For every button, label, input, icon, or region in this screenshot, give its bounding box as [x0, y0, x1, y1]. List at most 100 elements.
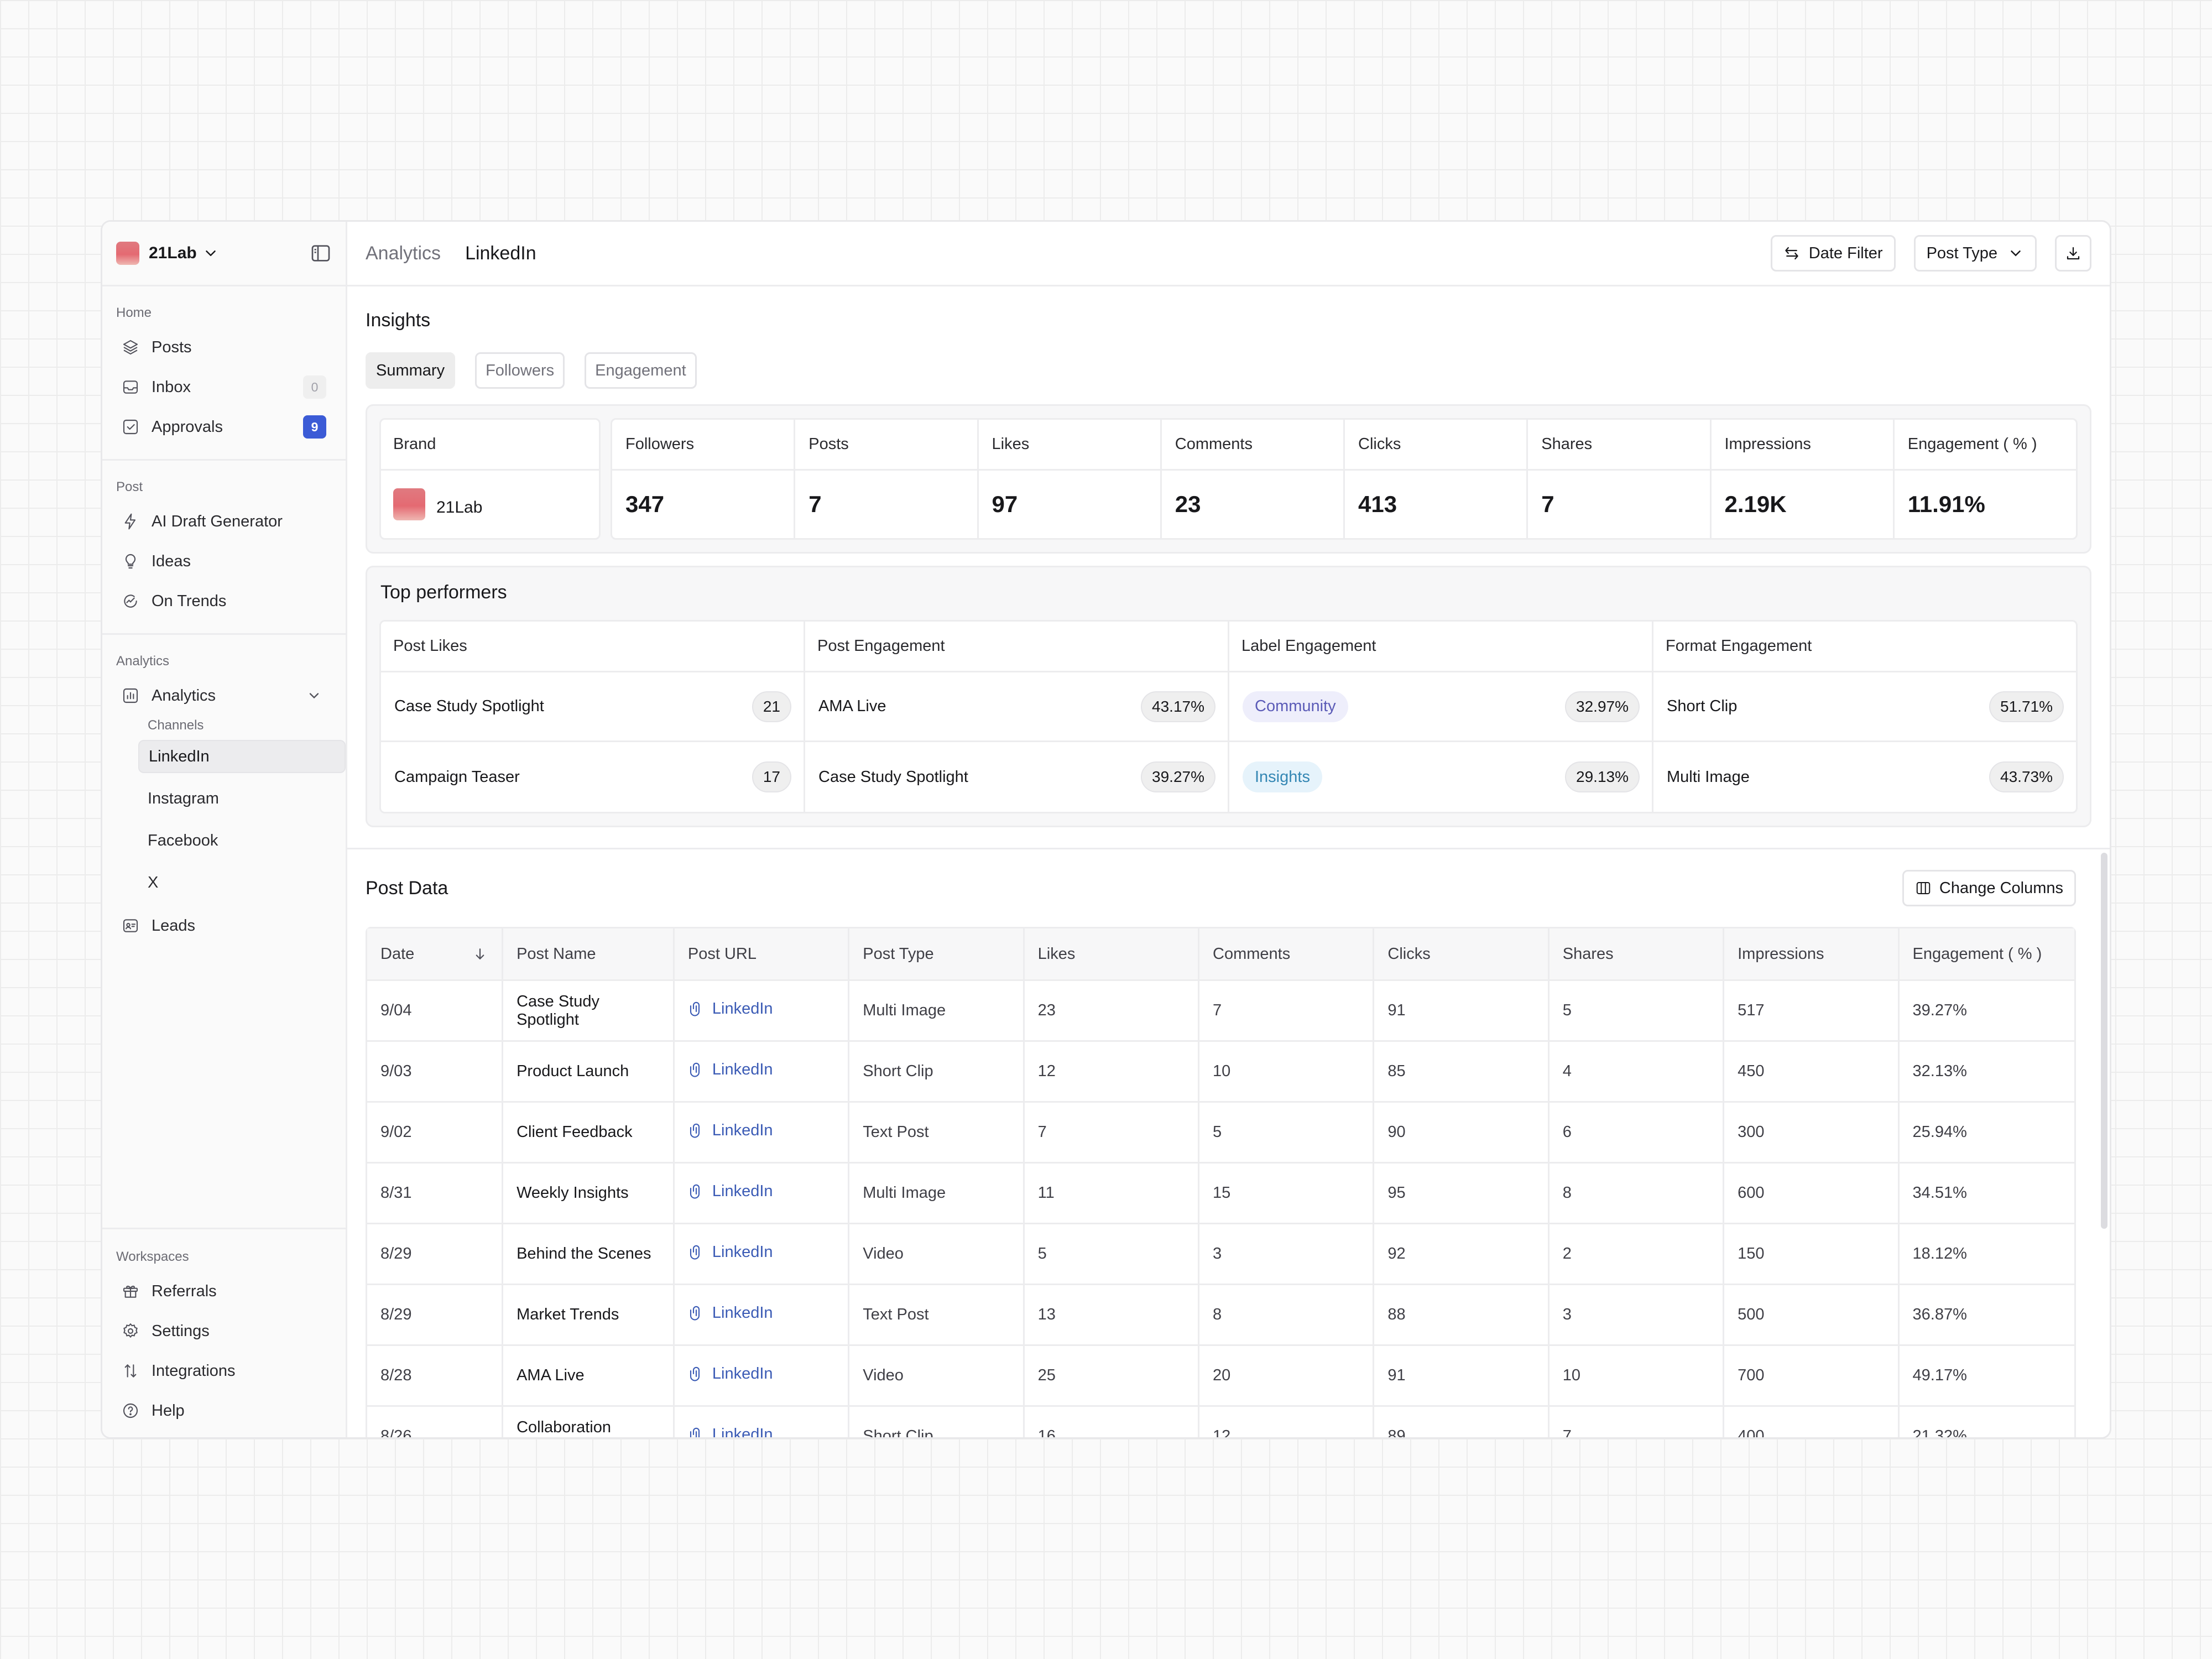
table-cell: 400 [1724, 1407, 1900, 1437]
sidebar-item-ai-draft-generator[interactable]: AI Draft Generator [116, 504, 332, 539]
post-url-link[interactable]: LinkedIn [688, 1243, 773, 1261]
table-row[interactable]: 8/31 Weekly Insights LinkedIn Multi Image 11… [367, 1164, 2074, 1224]
column-header[interactable]: Impressions [1724, 928, 1900, 981]
post-data-section: Post Data Change Columns Date Post Name Po… [347, 848, 2110, 1437]
table-cell: 7 [1199, 981, 1375, 1042]
table-cell: 21.32% [1900, 1407, 2075, 1437]
date-filter-button[interactable]: Date Filter [1770, 235, 1896, 272]
post-url-label: LinkedIn [712, 1364, 773, 1383]
post-url-link[interactable]: LinkedIn [688, 1182, 773, 1201]
channels-label: Channels [148, 718, 204, 733]
check-square-icon [123, 419, 138, 435]
sidebar-footer: Workspaces Referrals Settings Integratio… [102, 1228, 346, 1437]
table-cell: 85 [1374, 1042, 1550, 1103]
post-url-cell[interactable]: LinkedIn [674, 1285, 850, 1346]
performer-row[interactable]: Short Clip 51.71% [1653, 672, 2076, 742]
table-cell: 16 [1025, 1407, 1199, 1437]
sidebar-item-analytics[interactable]: Analytics [116, 678, 332, 713]
sidebar-item-settings[interactable]: Settings [116, 1313, 332, 1349]
performer-row[interactable]: Case Study Spotlight 21 [381, 672, 804, 742]
post-url-link[interactable]: LinkedIn [688, 1121, 773, 1140]
post-url-link[interactable]: LinkedIn [688, 1000, 773, 1018]
table-cell: Short Clip [849, 1042, 1025, 1103]
table-row[interactable]: 8/29 Behind the Scenes LinkedIn Video 5 3 92 2 1… [367, 1224, 2074, 1285]
table-row[interactable]: 9/03 Product Launch LinkedIn Short Clip 12 10… [367, 1042, 2074, 1103]
workspace-name[interactable]: 21Lab [149, 244, 197, 262]
performer-row[interactable]: Campaign Teaser 17 [381, 742, 804, 812]
post-url-cell[interactable]: LinkedIn [674, 1346, 850, 1407]
post-url-cell[interactable]: LinkedIn [674, 981, 850, 1042]
brand-card: Brand 21Lab [379, 418, 601, 540]
table-cell: Short Clip [849, 1407, 1025, 1437]
performer-value-badge: 21 [752, 691, 791, 722]
column-header[interactable]: Post Name [503, 928, 675, 981]
table-row[interactable]: 9/04 Case Study Spotlight LinkedIn Multi Im… [367, 981, 2074, 1042]
post-type-dropdown[interactable]: Post Type [1913, 235, 2037, 272]
sidebar-item-linkedin[interactable]: LinkedIn [138, 740, 346, 773]
sidebar-item-referrals[interactable]: Referrals [116, 1274, 332, 1309]
sidebar-item-inbox[interactable]: Inbox 0 [116, 369, 332, 405]
home-section: Home Posts Inbox 0 Approvals 9 [102, 305, 346, 445]
post-url-link[interactable]: LinkedIn [688, 1061, 773, 1079]
breadcrumb-analytics[interactable]: Analytics [366, 242, 441, 264]
sidebar-item-instagram[interactable]: Instagram [148, 789, 219, 807]
performer-row[interactable]: Insights 29.13% [1229, 742, 1652, 812]
post-url-cell[interactable]: LinkedIn [674, 1164, 850, 1224]
post-url-label: LinkedIn [712, 1243, 773, 1261]
sidebar-item-integrations[interactable]: Integrations [116, 1353, 332, 1389]
arrow-down-icon[interactable] [472, 946, 488, 962]
chevron-down-icon[interactable] [306, 688, 322, 703]
post-url-cell[interactable]: LinkedIn [674, 1103, 850, 1164]
table-cell: 700 [1724, 1346, 1900, 1407]
column-header[interactable]: Post URL [674, 928, 850, 981]
table-cell: 91 [1374, 1346, 1550, 1407]
column-header[interactable]: Date [367, 928, 504, 981]
post-url-cell[interactable]: LinkedIn [674, 1224, 850, 1285]
tab-engagement[interactable]: Engagement [585, 352, 697, 389]
column-header-label: Post Type [863, 945, 934, 963]
table-row[interactable]: 8/29 Market Trends LinkedIn Text Post 13 8 88 3… [367, 1285, 2074, 1346]
tab-summary[interactable]: Summary [366, 352, 456, 389]
post-url-cell[interactable]: LinkedIn [674, 1042, 850, 1103]
post-url-link[interactable]: LinkedIn [688, 1304, 773, 1322]
column-header[interactable]: Shares [1549, 928, 1725, 981]
chevron-down-icon[interactable] [202, 245, 219, 262]
post-url-link[interactable]: LinkedIn [688, 1365, 773, 1383]
post-url-cell[interactable]: LinkedIn [675, 1407, 850, 1437]
column-header[interactable]: Engagement ( % ) [1899, 928, 2074, 981]
performer-row[interactable]: Multi Image 43.73% [1653, 742, 2076, 812]
sidebar-item-x[interactable]: X [148, 873, 159, 891]
download-button[interactable] [2055, 235, 2091, 272]
paperclip-icon [690, 1002, 700, 1016]
post-url-link[interactable]: LinkedIn [688, 1426, 773, 1437]
chevron-down-icon [2011, 251, 2021, 257]
scrollbar[interactable] [2101, 853, 2107, 1229]
tab-followers[interactable]: Followers [475, 352, 565, 389]
sidebar-item-leads[interactable]: Leads [116, 908, 332, 943]
column-header[interactable]: Comments [1199, 928, 1375, 981]
table-cell: 36.87% [1899, 1285, 2074, 1346]
table-cell: Collaboration Highlights [503, 1407, 675, 1437]
table-row[interactable]: 8/28 AMA Live LinkedIn Video 25 20 91 10 700 49.1… [367, 1346, 2074, 1407]
sidebar-item-ideas[interactable]: Ideas [116, 544, 332, 579]
sidebar-toggle-icon[interactable] [310, 242, 332, 264]
table-cell: Client Feedback [503, 1103, 675, 1164]
change-columns-button[interactable]: Change Columns [1902, 870, 2076, 906]
sidebar-item-on-trends[interactable]: On Trends [116, 583, 332, 619]
trend-icon [124, 594, 137, 608]
column-header[interactable]: Clicks [1374, 928, 1550, 981]
column-header[interactable]: Likes [1024, 928, 1199, 981]
performer-row[interactable]: Community 32.97% [1229, 672, 1652, 742]
post-url-label: LinkedIn [712, 999, 773, 1018]
column-header[interactable]: Post Type [849, 928, 1025, 981]
leads-section: Leads [102, 908, 346, 943]
table-row[interactable]: 9/02 Client Feedback LinkedIn Text Post 7 5 90… [367, 1103, 2074, 1164]
sidebar-item-posts[interactable]: Posts [116, 330, 332, 365]
sidebar-item-approvals[interactable]: Approvals 9 [116, 409, 332, 445]
performer-row[interactable]: AMA Live 43.17% [805, 672, 1228, 742]
sidebar-item-facebook[interactable]: Facebook [148, 831, 218, 849]
performer-row[interactable]: Case Study Spotlight 39.27% [805, 742, 1228, 812]
sidebar-item-help[interactable]: Help [116, 1393, 332, 1428]
paperclip-icon [690, 1185, 700, 1199]
